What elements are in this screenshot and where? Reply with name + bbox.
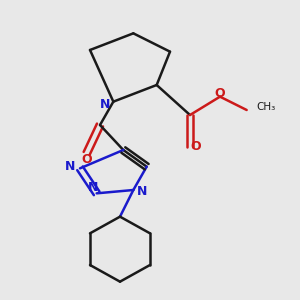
Text: CH₃: CH₃ [257, 102, 276, 112]
Text: N: N [88, 181, 98, 194]
Text: N: N [100, 98, 110, 111]
Text: O: O [81, 153, 92, 166]
Text: O: O [191, 140, 201, 153]
Text: N: N [65, 160, 75, 173]
Text: N: N [136, 185, 147, 198]
Text: O: O [215, 87, 225, 100]
